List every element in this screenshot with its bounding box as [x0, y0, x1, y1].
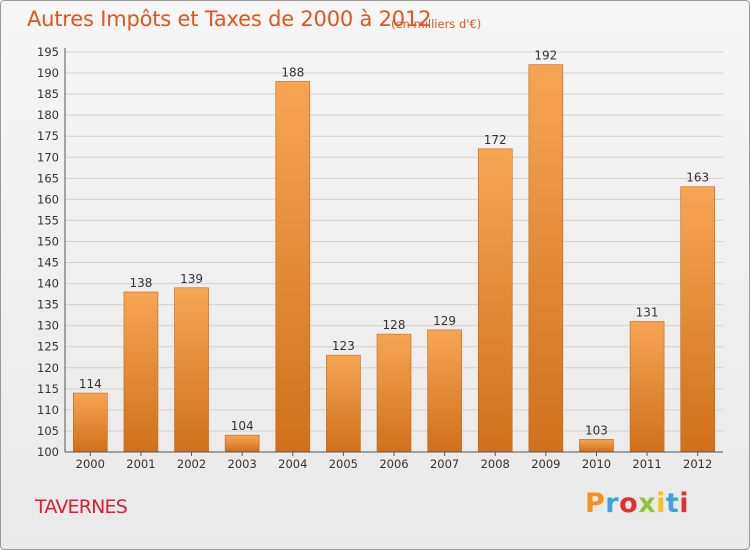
bar — [224, 434, 260, 453]
chart-title: Autres Impôts et Taxes de 2000 à 2012 — [27, 7, 432, 31]
data-label: 139 — [180, 272, 203, 286]
y-tick-label: 105 — [37, 424, 59, 438]
bar — [477, 148, 513, 453]
y-tick-label: 165 — [37, 171, 59, 185]
bar — [376, 333, 412, 453]
y-tick-label: 130 — [37, 319, 59, 333]
data-label: 104 — [231, 419, 254, 433]
data-label: 188 — [281, 65, 304, 79]
x-tick-label: 2009 — [531, 457, 560, 471]
y-tick-label: 155 — [37, 213, 59, 227]
y-tick-label: 110 — [37, 403, 59, 417]
data-label: 131 — [636, 305, 659, 319]
data-label: 192 — [534, 49, 557, 63]
data-label: 129 — [433, 314, 456, 328]
y-tick-label: 170 — [37, 150, 59, 164]
y-tick-label: 145 — [37, 256, 59, 270]
bar — [73, 392, 108, 453]
y-tick-label: 195 — [37, 45, 59, 59]
logo-letter: x — [638, 488, 657, 519]
data-label: 172 — [484, 133, 507, 147]
y-tick-label: 180 — [37, 108, 59, 122]
x-tick-label: 2002 — [177, 457, 206, 471]
y-tick-label: 120 — [37, 361, 59, 375]
x-tick-label: 2008 — [481, 457, 510, 471]
logo-letter: i — [656, 488, 666, 519]
y-tick-label: 125 — [37, 340, 59, 354]
data-label: 103 — [585, 423, 608, 437]
x-tick-label: 2012 — [683, 457, 712, 471]
data-label: 138 — [129, 276, 152, 290]
commune-name: TAVERNES — [35, 496, 128, 518]
data-label: 128 — [383, 318, 406, 332]
y-tick-label: 100 — [37, 445, 59, 459]
x-tick-label: 2006 — [379, 457, 408, 471]
bar — [680, 186, 715, 453]
x-tick-label: 2003 — [228, 457, 257, 471]
bar — [427, 329, 462, 453]
x-tick-label: 2005 — [329, 457, 358, 471]
logo-letter: P — [585, 488, 606, 519]
x-tick-label: 2004 — [278, 457, 307, 471]
bar — [579, 439, 614, 453]
y-tick-label: 150 — [37, 234, 59, 248]
y-tick-label: 140 — [37, 277, 59, 291]
x-tick-label: 2001 — [126, 457, 155, 471]
bar — [275, 81, 311, 453]
y-tick-label: 185 — [37, 87, 59, 101]
bar — [174, 287, 209, 453]
logo-letter: o — [619, 488, 639, 519]
data-label: 163 — [686, 171, 709, 185]
y-tick-label: 175 — [37, 129, 59, 143]
bar — [326, 354, 361, 453]
y-tick-label: 190 — [37, 66, 59, 80]
y-tick-label: 115 — [37, 382, 59, 396]
y-tick-label: 135 — [37, 298, 59, 312]
chart-subtitle: (en milliers d'€) — [391, 17, 482, 31]
logo-letter: i — [679, 488, 690, 519]
x-tick-label: 2010 — [582, 457, 611, 471]
bar — [629, 321, 665, 453]
data-label: 114 — [79, 377, 102, 391]
x-tick-label: 2007 — [430, 457, 459, 471]
bar — [528, 64, 564, 453]
data-label: 123 — [332, 339, 355, 353]
proxiti-logo: Proxiti — [585, 488, 689, 519]
x-tick-label: 2000 — [76, 457, 105, 471]
logo-letter: t — [665, 488, 680, 519]
bar — [123, 291, 159, 453]
y-tick-label: 160 — [37, 192, 59, 206]
logo-letter: r — [605, 488, 620, 519]
x-tick-label: 2011 — [632, 457, 661, 471]
